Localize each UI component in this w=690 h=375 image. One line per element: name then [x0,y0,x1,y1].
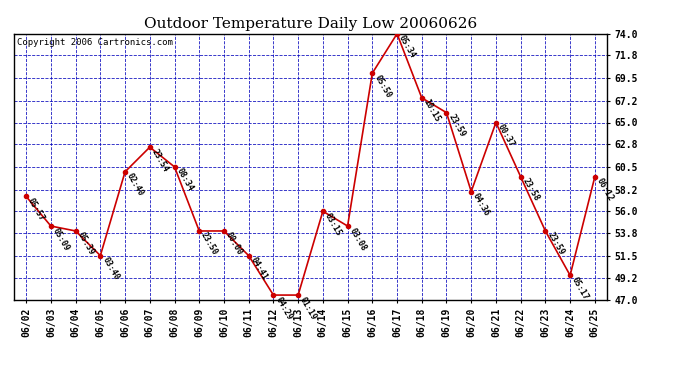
Text: 00:00: 00:00 [224,231,244,257]
Text: 04:41: 04:41 [248,256,269,282]
Text: 03:08: 03:08 [348,226,368,252]
Text: 23:50: 23:50 [199,231,219,257]
Text: 05:09: 05:09 [51,226,71,252]
Text: 05:57: 05:57 [26,196,46,223]
Text: 04:36: 04:36 [471,192,491,217]
Text: 06:12: 06:12 [595,177,615,203]
Text: 05:17: 05:17 [570,275,591,302]
Text: 05:50: 05:50 [373,73,393,99]
Text: 23:54: 23:54 [150,147,170,173]
Text: 04:29: 04:29 [273,295,294,321]
Text: 10:15: 10:15 [422,98,442,124]
Text: Copyright 2006 Cartronics.com: Copyright 2006 Cartronics.com [17,38,172,47]
Text: 02:40: 02:40 [125,172,146,198]
Title: Outdoor Temperature Daily Low 20060626: Outdoor Temperature Daily Low 20060626 [144,17,477,31]
Text: 05:34: 05:34 [397,34,417,60]
Text: 01:19: 01:19 [298,295,318,321]
Text: 05:39: 05:39 [76,231,96,257]
Text: 23:59: 23:59 [545,231,566,257]
Text: 00:37: 00:37 [496,123,516,148]
Text: 23:58: 23:58 [521,177,541,203]
Text: 08:34: 08:34 [175,167,195,193]
Text: 23:59: 23:59 [446,112,466,139]
Text: 03:15: 03:15 [323,211,343,237]
Text: 03:40: 03:40 [100,256,121,282]
